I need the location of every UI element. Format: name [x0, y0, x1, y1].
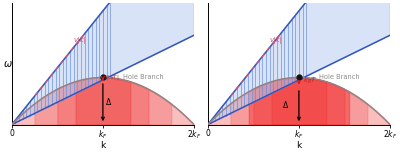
Text: Hole Branch: Hole Branch [319, 74, 360, 80]
Text: $\Delta$: $\Delta$ [282, 99, 289, 110]
Text: v|k|: v|k| [74, 37, 87, 44]
Text: $k_BT$: $k_BT$ [302, 76, 317, 86]
Text: $|k_BT|$: $|k_BT|$ [105, 73, 119, 82]
Text: v|k|: v|k| [270, 37, 283, 44]
Text: Hole Branch: Hole Branch [123, 74, 164, 80]
Y-axis label: $\omega$: $\omega$ [3, 59, 12, 69]
X-axis label: k: k [296, 141, 302, 150]
Text: $\Delta$: $\Delta$ [105, 96, 112, 107]
X-axis label: k: k [100, 141, 106, 150]
